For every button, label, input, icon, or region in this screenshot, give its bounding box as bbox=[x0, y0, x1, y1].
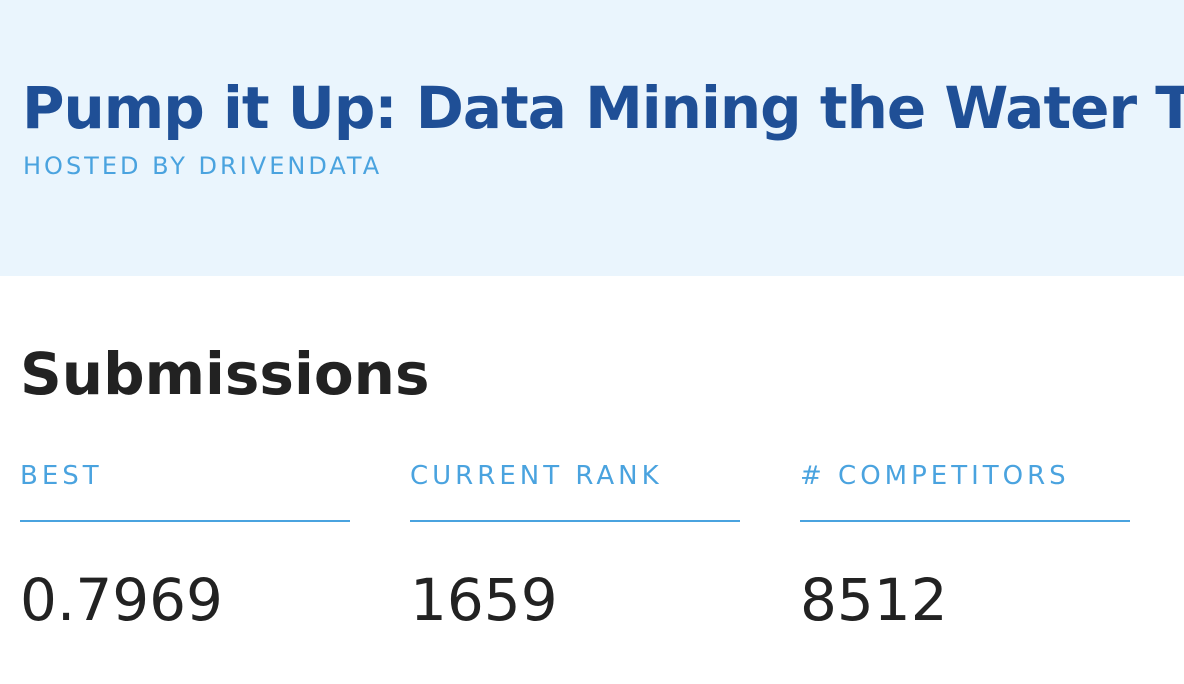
best-score-divider bbox=[20, 520, 350, 522]
current-rank-label: CURRENT RANK bbox=[410, 461, 663, 491]
host-label: HOSTED BY DRIVENDATA bbox=[23, 152, 383, 180]
current-rank-value: 1659 bbox=[410, 566, 558, 634]
competition-title: Pump it Up: Data Mining the Water Table bbox=[22, 74, 1184, 142]
best-score-value: 0.7969 bbox=[20, 566, 223, 634]
current-rank-divider bbox=[410, 520, 740, 522]
best-score-stat: BEST 0.7969 bbox=[20, 456, 350, 634]
competitors-value: 8512 bbox=[800, 566, 948, 634]
competitors-stat: # COMPETITORS 8512 bbox=[800, 456, 1130, 634]
competition-header: Pump it Up: Data Mining the Water Table … bbox=[0, 0, 1184, 276]
best-score-label: BEST bbox=[20, 461, 103, 491]
competitors-label: # COMPETITORS bbox=[800, 461, 1070, 491]
current-rank-stat: CURRENT RANK 1659 bbox=[410, 456, 740, 634]
section-title: Submissions bbox=[20, 340, 430, 408]
competitors-divider bbox=[800, 520, 1130, 522]
